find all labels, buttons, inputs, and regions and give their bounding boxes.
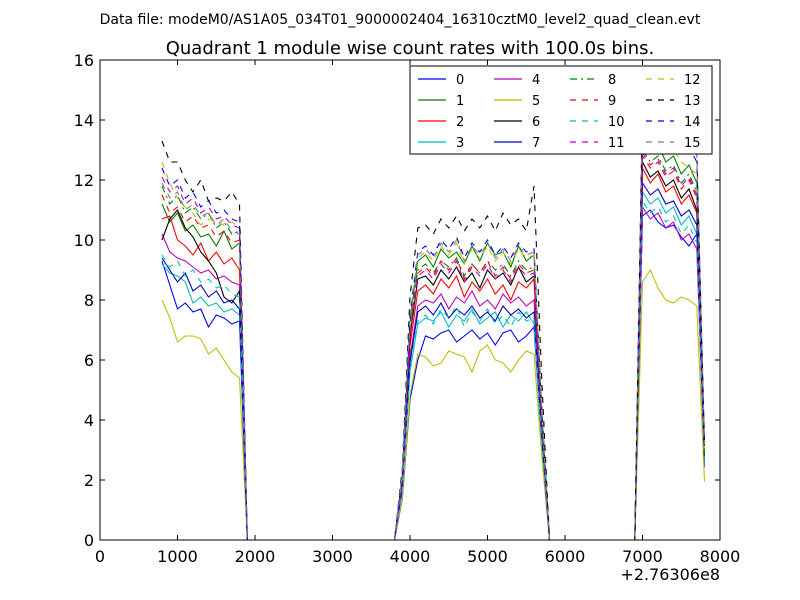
x-tick-label: 4000	[390, 547, 431, 566]
legend-label-4: 4	[532, 73, 540, 88]
x-tick-label: 8000	[700, 547, 741, 566]
legend-box	[409, 65, 713, 155]
chart-title: Quadrant 1 module wise count rates with …	[166, 38, 655, 59]
legend-label-13: 13	[684, 94, 701, 109]
y-tick-label: 0	[84, 531, 94, 550]
y-tick-label: 4	[84, 411, 94, 430]
legend-label-12: 12	[684, 73, 701, 88]
legend-label-7: 7	[532, 136, 540, 151]
series-line-14	[161, 118, 706, 541]
legend-label-11: 11	[608, 136, 625, 151]
legend-label-8: 8	[608, 73, 616, 88]
x-tick-label: 5000	[467, 547, 508, 566]
y-tick-label: 8	[84, 291, 94, 310]
x-tick-label: 2000	[235, 547, 276, 566]
x-tick-label: 3000	[312, 547, 353, 566]
legend-label-6: 6	[532, 115, 540, 130]
x-tick-label: 0	[95, 547, 105, 566]
x-tick-label: 7000	[622, 547, 663, 566]
series-layer	[161, 101, 706, 541]
y-tick-label: 10	[74, 231, 94, 250]
legend-label-15: 15	[684, 136, 701, 151]
y-tick-label: 2	[84, 471, 94, 490]
series-line-8	[161, 148, 706, 541]
legend-label-5: 5	[532, 94, 540, 109]
x-tick-label: 6000	[545, 547, 586, 566]
y-tick-label: 6	[84, 351, 94, 370]
legend-label-3: 3	[456, 136, 464, 151]
legend-label-10: 10	[608, 115, 625, 130]
legend-label-14: 14	[684, 115, 701, 130]
chart-suptitle: Data file: modeM0/AS1A05_034T01_90000024…	[100, 12, 701, 28]
y-tick-label: 12	[74, 171, 94, 190]
series-line-11	[161, 151, 706, 541]
series-line-12	[161, 112, 706, 541]
x-offset-label: +2.76306e8	[620, 565, 720, 584]
legend-label-2: 2	[456, 115, 464, 130]
legend-label-0: 0	[456, 73, 464, 88]
x-tick-label: 1000	[157, 547, 198, 566]
y-tick-label: 16	[74, 51, 94, 70]
legend-label-1: 1	[456, 94, 464, 109]
ticks-layer: 0 1000 2000 3000 4000 5000 6000 7000 80000246810…	[74, 51, 741, 566]
series-line-9	[161, 154, 706, 541]
y-tick-label: 14	[74, 111, 94, 130]
legend-label-9: 9	[608, 94, 616, 109]
